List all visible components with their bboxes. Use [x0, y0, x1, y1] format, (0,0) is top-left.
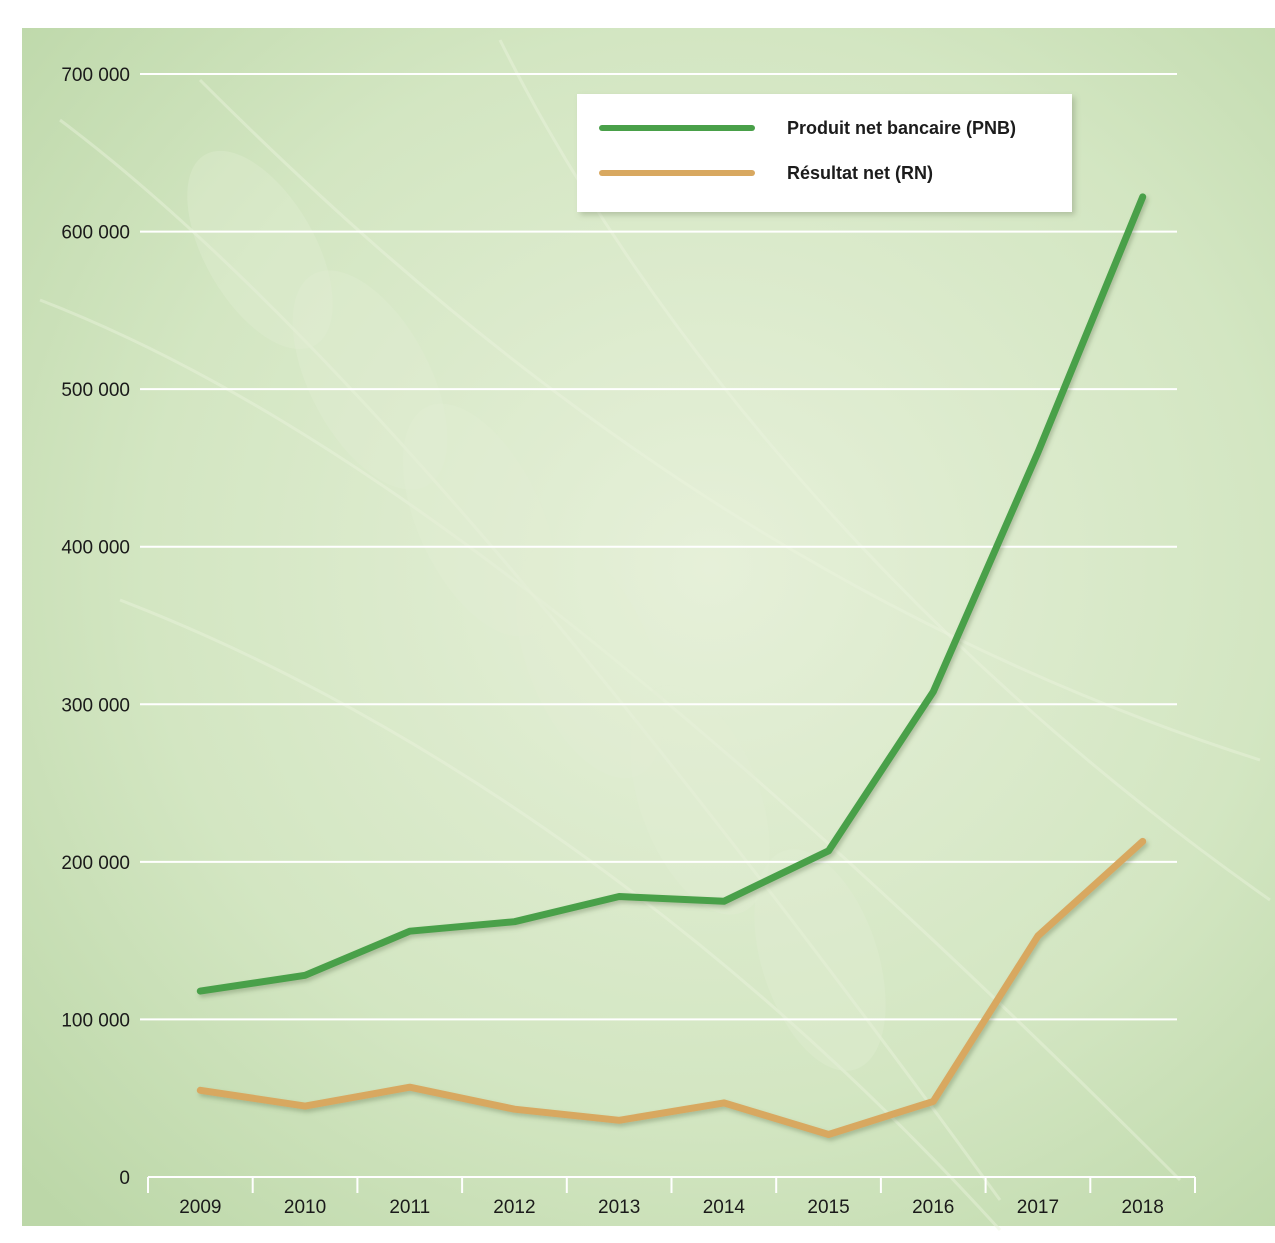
data-point	[199, 990, 201, 992]
data-point	[1037, 451, 1039, 453]
x-tick-label: 2015	[807, 1197, 849, 1218]
series-line-pnb	[196, 193, 1147, 995]
background-panel	[22, 28, 1275, 1226]
gridlines	[140, 73, 1177, 1021]
y-tick-label: 300 000	[61, 695, 130, 716]
data-point	[304, 974, 306, 976]
y-tick-label: 600 000	[61, 223, 130, 244]
x-tick-label: 2017	[1017, 1197, 1059, 1218]
y-tick-label: 0	[119, 1168, 130, 1189]
data-point	[723, 1102, 725, 1104]
data-point	[618, 1119, 620, 1121]
data-point	[409, 1086, 411, 1088]
data-point	[618, 896, 620, 898]
x-tick-label: 2009	[179, 1197, 221, 1218]
x-tick-label: 2011	[389, 1197, 430, 1218]
x-tick-label: 2018	[1122, 1197, 1164, 1218]
series-line-rn	[196, 837, 1147, 1138]
x-tick-label: 2012	[493, 1197, 535, 1218]
data-point	[199, 1089, 201, 1091]
y-tick-label: 200 000	[61, 853, 130, 874]
x-tick-label: 2014	[703, 1197, 746, 1218]
data-point	[1142, 840, 1144, 842]
legend-label-rn: Résultat net (RN)	[787, 163, 933, 183]
wheat-decoration-icon	[39, 39, 1271, 1232]
x-tick-label: 2013	[598, 1197, 640, 1218]
x-axis: 2009 2010 2011 2012 2013 2014 2015 2016 2017 2018	[147, 1176, 1196, 1218]
legend-label-pnb: Produit net bancaire (PNB)	[787, 118, 1016, 138]
y-tick-label: 400 000	[61, 538, 130, 559]
wheat-grain-decoration-icon	[187, 150, 886, 1071]
legend-box	[577, 94, 1072, 212]
data-point	[409, 930, 411, 932]
data-point	[723, 900, 725, 902]
legend: Produit net bancaire (PNB) Résultat net …	[577, 94, 1072, 212]
y-axis: 0 100 000 200 000 300 000 400 000 500 000 600 …	[61, 65, 130, 1189]
series-layer	[196, 193, 1147, 1138]
y-tick-label: 700 000	[61, 65, 130, 86]
x-tick-label: 2010	[284, 1197, 326, 1218]
chart-background	[22, 28, 1275, 1232]
data-point	[828, 850, 830, 852]
data-point	[1142, 196, 1144, 198]
data-point	[1037, 935, 1039, 937]
data-point	[932, 1100, 934, 1102]
data-point	[513, 1108, 515, 1110]
data-point	[828, 1133, 830, 1135]
y-tick-label: 500 000	[61, 380, 130, 401]
data-point	[513, 921, 515, 923]
x-tick-label: 2016	[912, 1197, 954, 1218]
data-point	[304, 1105, 306, 1107]
y-tick-label: 100 000	[61, 1010, 130, 1031]
data-point	[932, 691, 934, 693]
